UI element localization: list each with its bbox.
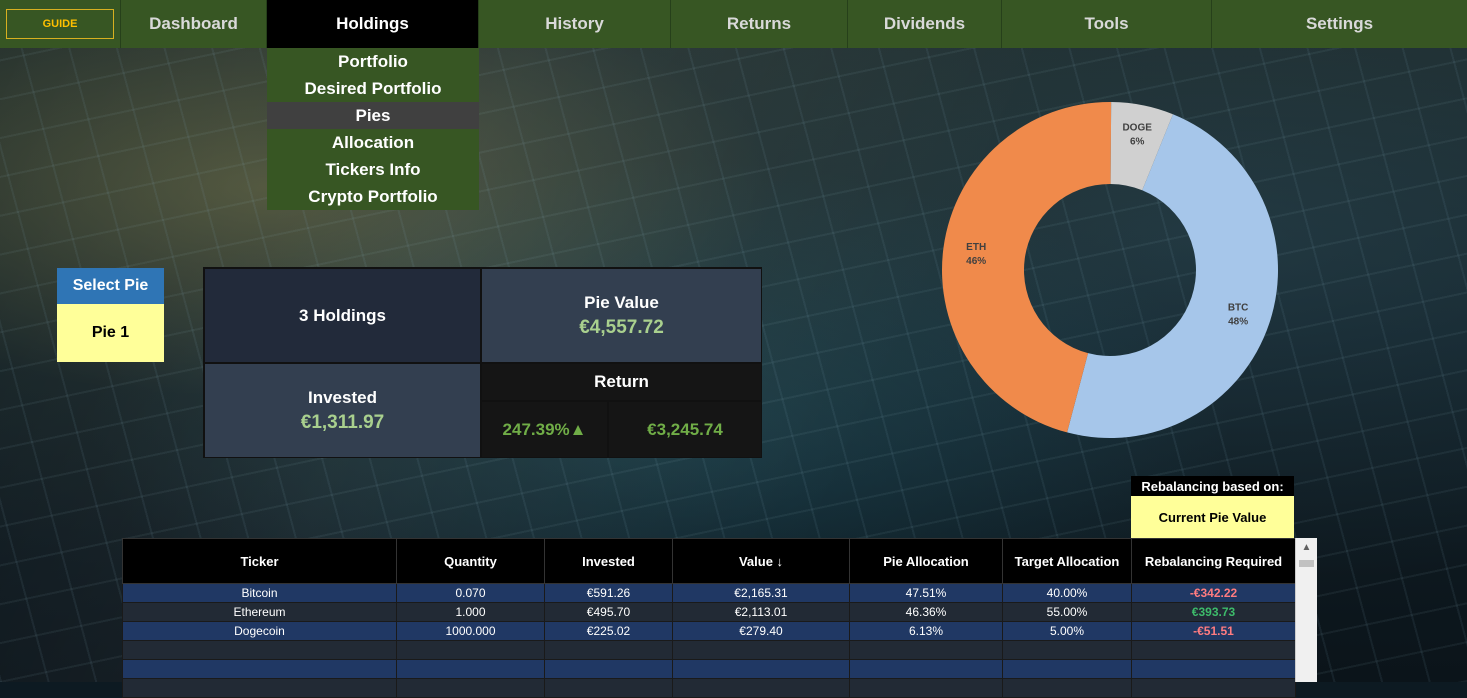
pie-value: €4,557.72 <box>579 316 664 338</box>
col-header-quantity[interactable]: Quantity <box>396 538 545 584</box>
cell-invested: €495.70 <box>544 602 673 622</box>
col-header-ticker[interactable]: Ticker <box>122 538 397 584</box>
pie-value-box: Pie Value €4,557.72 <box>481 268 762 363</box>
tab-tools[interactable]: Tools <box>1002 0 1212 48</box>
col-header-rebalancing-required[interactable]: Rebalancing Required <box>1131 538 1296 584</box>
pie-value-label: Pie Value <box>584 292 659 312</box>
donut-label-btc: BTC <box>1228 303 1249 314</box>
cell-ticker: Ethereum <box>122 602 397 622</box>
return-percent-box: 247.39%▲ <box>481 401 608 458</box>
guide-button[interactable]: GUIDE <box>6 9 114 39</box>
scrollbar-thumb[interactable] <box>1299 560 1314 567</box>
pie-summary-panel: 3 Holdings Pie Value €4,557.72 Invested … <box>203 267 762 458</box>
donut-slice-doge <box>1110 102 1173 191</box>
rebalancing-selector: Rebalancing based on: Current Pie Value <box>1131 476 1294 538</box>
table-header-row: Ticker Quantity Invested Value ↓ Pie All… <box>122 538 1296 584</box>
tab-returns[interactable]: Returns <box>671 0 848 48</box>
cell-target-allocation: 5.00% <box>1002 621 1132 641</box>
holdings-count: 3 Holdings <box>204 268 481 363</box>
col-header-pie-allocation[interactable]: Pie Allocation <box>849 538 1003 584</box>
donut-percent-btc: 48% <box>1228 317 1248 328</box>
pie-allocation-donut-chart: BTC 48% ETH 46% DOGE 6% <box>942 101 1278 439</box>
rebalancing-dropdown[interactable]: Current Pie Value <box>1131 496 1294 538</box>
col-header-invested[interactable]: Invested <box>544 538 673 584</box>
invested-value: €1,311.97 <box>300 411 385 433</box>
cell-quantity: 1.000 <box>396 602 545 622</box>
menu-item-desired-portfolio[interactable]: Desired Portfolio <box>267 75 479 102</box>
invested-box: Invested €1,311.97 <box>204 363 481 458</box>
select-pie-dropdown[interactable]: Pie 1 <box>57 304 164 362</box>
cell-value: €279.40 <box>672 621 850 641</box>
cell-pie-allocation: 6.13% <box>849 621 1003 641</box>
tab-holdings[interactable]: Holdings <box>267 0 479 48</box>
donut-percent-eth: 46% <box>966 256 986 267</box>
donut-label-doge: DOGE <box>1122 123 1152 134</box>
return-percent: 247.39%▲ <box>502 419 587 439</box>
menu-item-allocation[interactable]: Allocation <box>267 129 479 156</box>
top-nav: GUIDE Dashboard Holdings History Returns… <box>0 0 1467 48</box>
table-row[interactable]: Ethereum 1.000 €495.70 €2,113.01 46.36% … <box>122 602 1296 622</box>
cell-target-allocation: 55.00% <box>1002 602 1132 622</box>
guide-cell: GUIDE <box>0 0 121 48</box>
donut-label-eth: ETH <box>966 242 986 253</box>
scroll-up-arrow-icon[interactable]: ▲ <box>1301 541 1312 553</box>
cell-rebalancing: -€51.51 <box>1131 621 1296 641</box>
col-header-value[interactable]: Value ↓ <box>672 538 850 584</box>
menu-item-pies[interactable]: Pies <box>267 102 479 129</box>
table-row[interactable]: Dogecoin 1000.000 €225.02 €279.40 6.13% … <box>122 621 1296 641</box>
cell-pie-allocation: 46.36% <box>849 602 1003 622</box>
cell-quantity: 1000.000 <box>396 621 545 641</box>
donut-percent-doge: 6% <box>1130 137 1145 148</box>
holdings-dropdown-menu: Portfolio Desired Portfolio Pies Allocat… <box>267 48 479 210</box>
cell-ticker: Dogecoin <box>122 621 397 641</box>
return-amount: €3,245.74 <box>647 419 723 439</box>
donut-slice-btc <box>1067 114 1278 439</box>
col-header-target-allocation[interactable]: Target Allocation <box>1002 538 1132 584</box>
cell-quantity: 0.070 <box>396 583 545 603</box>
cell-rebalancing: €393.73 <box>1131 602 1296 622</box>
donut-slice-eth <box>942 101 1112 433</box>
tab-history[interactable]: History <box>479 0 671 48</box>
holdings-table: Ticker Quantity Invested Value ↓ Pie All… <box>122 538 1296 698</box>
cell-invested: €591.26 <box>544 583 673 603</box>
table-row[interactable]: Bitcoin 0.070 €591.26 €2,165.31 47.51% 4… <box>122 583 1296 603</box>
tab-dashboard[interactable]: Dashboard <box>121 0 267 48</box>
menu-item-crypto-portfolio[interactable]: Crypto Portfolio <box>267 183 479 210</box>
menu-item-tickers-info[interactable]: Tickers Info <box>267 156 479 183</box>
select-pie-label: Select Pie <box>57 268 164 304</box>
cell-rebalancing: -€342.22 <box>1131 583 1296 603</box>
table-row-empty[interactable] <box>122 659 1296 679</box>
return-amount-box: €3,245.74 <box>608 401 762 458</box>
menu-item-portfolio[interactable]: Portfolio <box>267 48 479 75</box>
table-row-empty[interactable] <box>122 678 1296 698</box>
cell-value: €2,113.01 <box>672 602 850 622</box>
tab-settings[interactable]: Settings <box>1305 14 1374 33</box>
invested-label: Invested <box>308 387 377 407</box>
cell-target-allocation: 40.00% <box>1002 583 1132 603</box>
rebalancing-label: Rebalancing based on: <box>1131 476 1294 496</box>
table-row-empty[interactable] <box>122 640 1296 660</box>
tab-dividends[interactable]: Dividends <box>848 0 1002 48</box>
cell-ticker: Bitcoin <box>122 583 397 603</box>
cell-value: €2,165.31 <box>672 583 850 603</box>
cell-pie-allocation: 47.51% <box>849 583 1003 603</box>
cell-invested: €225.02 <box>544 621 673 641</box>
table-scrollbar[interactable]: ▲ <box>1295 538 1317 682</box>
return-label: Return <box>481 363 762 401</box>
select-pie-widget: Select Pie Pie 1 <box>57 268 164 362</box>
